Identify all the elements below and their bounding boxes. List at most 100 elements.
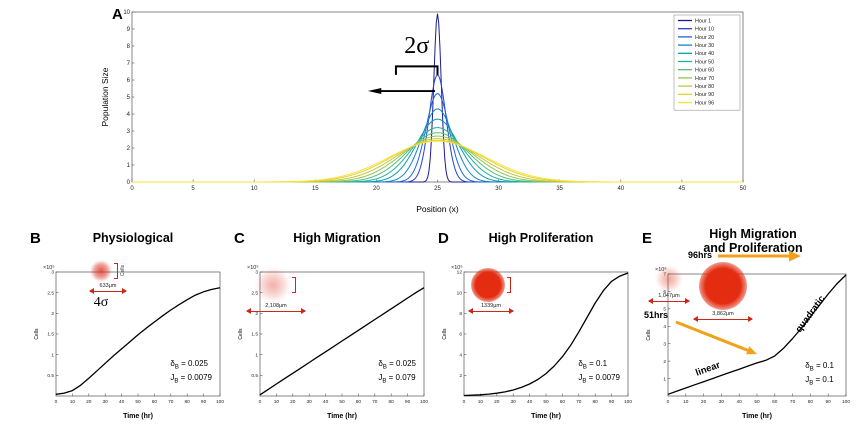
y-tick-label: 6 (127, 78, 131, 84)
x-tick-label: 50 (754, 399, 760, 405)
param-symbol: δ (378, 359, 383, 369)
param-value: = 0.0079 (180, 373, 212, 383)
spheroid-inset-d: 1339μm (466, 268, 516, 315)
y-tick-label: 1 (127, 163, 131, 169)
y-tick-label: 5 (127, 95, 131, 101)
y-tick-label: 1 (51, 352, 54, 358)
two-sigma-bracket (394, 65, 439, 75)
legend-entry: Hour 30 (695, 43, 714, 49)
spheroid-inset-c: 2,108μm (246, 268, 306, 315)
time-51hrs-label: 51hrs (644, 310, 669, 320)
x-tick-label: 5 (191, 186, 195, 192)
y-axis-label: Cells (646, 329, 652, 341)
spheroid-inset-e-small: 1,047μm (646, 266, 692, 305)
spheroid-row (471, 268, 511, 302)
y-tick-label: 3 (127, 129, 131, 135)
growth-curve-chart-b: 0 10 20 30 40 50 60 70 80 90 100 0.5 1 1.5 2 2.5 3 Time (… (34, 264, 224, 420)
y-tick-label: 0 (127, 180, 131, 186)
plot-box (259, 271, 425, 397)
x-tick-label: 70 (576, 399, 582, 405)
x-axis-label: Position (x) (416, 204, 459, 214)
x-tick-label: 10 (70, 399, 76, 405)
population-distribution-chart: 0 5 10 15 20 25 30 35 40 45 50012345678910Position… (100, 10, 747, 214)
param-j: JB = 0.079 (378, 372, 416, 386)
panel-c-label: C (234, 230, 245, 247)
growth-curve (259, 287, 425, 396)
param-subscript: B (809, 366, 814, 373)
four-sigma-annotation: 4σ (93, 295, 109, 310)
x-tick-label: 40 (737, 399, 743, 405)
spheroid-inset-b: Cells 633μm 4σ (84, 260, 132, 311)
tumor-spheroid-image (90, 260, 112, 282)
model-parameters-e: δB = 0.1 JB = 0.1 (805, 360, 834, 388)
param-subscript: B (382, 364, 387, 371)
x-tick-label: 50 (740, 186, 747, 192)
panel-c-title: High Migration (293, 231, 381, 245)
param-delta: δB = 0.1 (805, 360, 834, 374)
tumor-spheroid-image-big (699, 262, 747, 310)
growth-curve (55, 287, 221, 395)
time-96hrs-label: 96hrs (688, 250, 713, 260)
param-symbol: δ (170, 359, 175, 369)
y-tick-label: 8 (459, 311, 462, 317)
param-subscript: B (174, 364, 179, 371)
param-delta: δB = 0.025 (378, 358, 416, 372)
diameter-arrow (246, 308, 306, 315)
x-tick-label: 0 (667, 399, 670, 405)
y-tick-label: 1 (255, 352, 258, 358)
legend-entry: Hour 20 (695, 35, 714, 41)
x-axis-label: Time (hr) (531, 413, 561, 420)
y-tick-label: 1 (663, 376, 666, 382)
y-tick-label: 1.5 (251, 332, 258, 338)
param-subscript: B (174, 378, 179, 385)
y-axis-exponent: ×10⁵ (43, 264, 55, 271)
panel-d-high-proliferation: D High Proliferation 0 10 20 30 40 50 60 70 80 90… (436, 230, 636, 428)
tumor-spheroid-image-small (656, 266, 682, 292)
x-tick-label: 0 (259, 399, 262, 405)
x-tick-label: 20 (701, 399, 707, 405)
panel-b-label: B (30, 230, 41, 247)
x-tick-label: 100 (420, 399, 428, 405)
y-tick-label: 4 (663, 324, 666, 330)
x-tick-label: 70 (168, 399, 174, 405)
y-tick-label: 6 (663, 289, 666, 295)
growth-curve-chart-c: 0 10 20 30 40 50 60 70 80 90 100 0.5 1 1.5 2 2.5 3 Time (… (238, 264, 428, 420)
diameter-label: 1,047μm (658, 293, 680, 299)
param-value: = 0.025 (389, 359, 416, 369)
y-tick-label: 12 (457, 270, 463, 276)
panel-e-high-migration-proliferation: E High Migration and Proliferation 0 10 20… (640, 227, 856, 428)
y-tick-label: 3 (51, 270, 54, 276)
diameter-arrow (468, 308, 514, 315)
x-tick-label: 50 (543, 399, 549, 405)
x-tick-label: 10 (251, 186, 258, 192)
y-axis-label: Cells (442, 328, 448, 340)
x-tick-label: 20 (290, 399, 296, 405)
spheroid-row: Cells (90, 260, 126, 282)
x-tick-label: 50 (339, 399, 345, 405)
param-symbol: J (170, 373, 175, 383)
param-j: JB = 0.0079 (578, 372, 620, 386)
y-tick-label: 2 (51, 311, 54, 317)
cells-scale-bracket (507, 277, 511, 293)
x-tick-label: 90 (609, 399, 615, 405)
diameter-label: 3,862μm (712, 311, 734, 317)
y-axis-label: Cells (34, 328, 40, 340)
x-tick-label: 80 (593, 399, 599, 405)
y-tick-label: 10 (457, 290, 463, 296)
y-tick-label: 4 (459, 352, 462, 358)
x-tick-label: 100 (624, 399, 632, 405)
tumor-spheroid-image (471, 268, 505, 302)
x-tick-label: 20 (86, 399, 92, 405)
x-tick-label: 35 (556, 186, 563, 192)
panel-b-physiological: B Physiological 0 10 20 30 40 50 60 70 80 90 100 0.… (28, 230, 228, 428)
y-axis-label: Population Size (100, 67, 110, 126)
x-tick-label: 90 (826, 399, 832, 405)
x-axis-label: Time (hr) (742, 413, 772, 420)
x-tick-label: 30 (719, 399, 725, 405)
legend-entry: Hour 80 (695, 84, 714, 90)
tumor-spheroid-image (256, 268, 290, 302)
x-tick-label: 80 (808, 399, 814, 405)
param-value: = 0.1 (589, 359, 608, 369)
param-j: JB = 0.1 (805, 374, 834, 388)
x-axis-label: Time (hr) (327, 413, 357, 420)
